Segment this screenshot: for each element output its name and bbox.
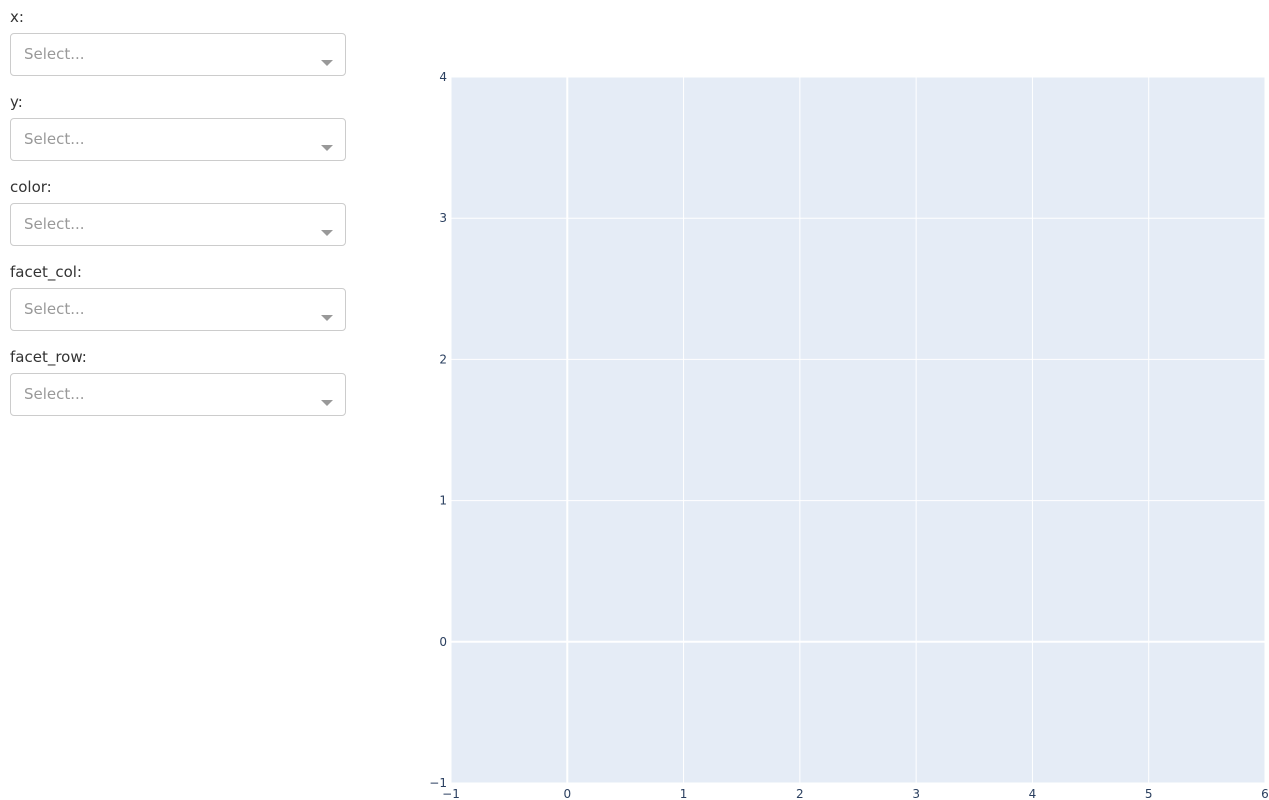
dropdown[interactable]: Select... (10, 33, 346, 76)
placeholder: Select... (24, 130, 85, 148)
arrow-icon (321, 230, 333, 236)
x-tick-label: 3 (912, 787, 920, 800)
dropdown[interactable]: Select... (10, 118, 346, 161)
arrow-icon (321, 145, 333, 151)
x-tick-label: 1 (680, 787, 688, 800)
y-tick-label: 2 (439, 352, 447, 366)
dropdown-arrow[interactable] (321, 307, 333, 326)
dropdown-arrow[interactable] (321, 52, 333, 71)
arrow-icon (321, 60, 333, 66)
placeholder: Select... (24, 300, 85, 318)
x-tick-label: 4 (1029, 787, 1037, 800)
dropdown-arrow[interactable] (321, 137, 333, 156)
control-label: color: (10, 178, 52, 196)
x-tick-label: −1 (442, 787, 460, 800)
y-tick-label: 0 (439, 635, 447, 649)
y-tick-label: 1 (439, 494, 447, 508)
y-tick-label: −1 (429, 776, 447, 790)
control-label: y: (10, 93, 23, 111)
x-tick-label: 0 (563, 787, 571, 800)
x-tick-label: 2 (796, 787, 804, 800)
x-tick-label: 5 (1145, 787, 1153, 800)
control-label: x: (10, 8, 24, 26)
arrow-icon (321, 400, 333, 406)
dropdown-arrow[interactable] (321, 392, 333, 411)
control-label: facet_col: (10, 263, 82, 281)
plot-area (451, 77, 1265, 783)
dropdown-arrow[interactable] (321, 222, 333, 241)
placeholder: Select... (24, 45, 85, 63)
placeholder: Select... (24, 385, 85, 403)
dropdown[interactable]: Select... (10, 373, 346, 416)
placeholder: Select... (24, 215, 85, 233)
arrow-icon (321, 315, 333, 321)
y-tick-label: 4 (439, 70, 447, 84)
y-tick-label: 3 (439, 211, 447, 225)
control-label: facet_row: (10, 348, 87, 366)
dropdown[interactable]: Select... (10, 203, 346, 246)
x-tick-label: 6 (1261, 787, 1269, 800)
dropdown[interactable]: Select... (10, 288, 346, 331)
